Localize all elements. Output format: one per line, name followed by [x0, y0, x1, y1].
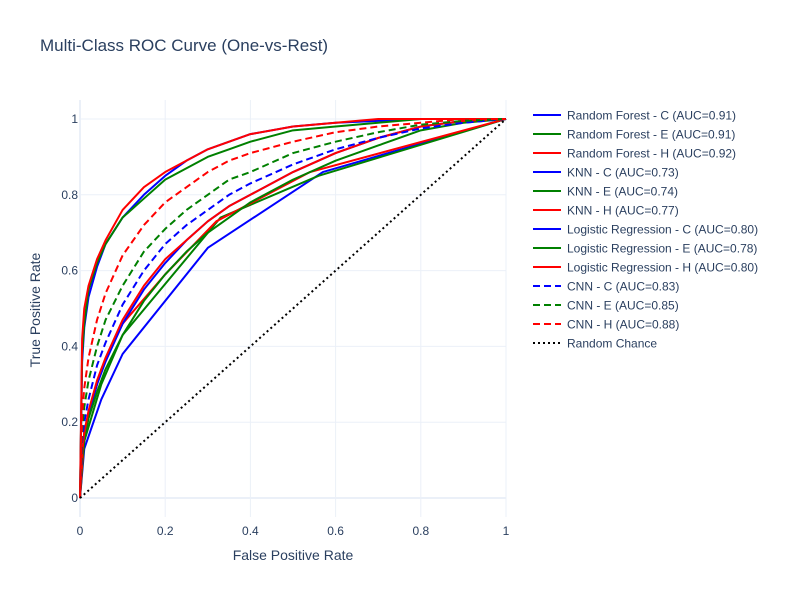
legend-item[interactable]: KNN - E (AUC=0.74)	[533, 185, 678, 199]
legend-label: CNN - C (AUC=0.83)	[567, 280, 679, 294]
x-tick-label: 1	[503, 524, 510, 538]
x-tick-label: 0.8	[412, 524, 429, 538]
legend-label: Random Forest - H (AUC=0.92)	[567, 147, 736, 161]
legend-label: CNN - H (AUC=0.88)	[567, 318, 679, 332]
legend-label: KNN - C (AUC=0.73)	[567, 166, 679, 180]
legend-label: Logistic Regression - C (AUC=0.80)	[567, 223, 758, 237]
x-tick-label: 0.6	[327, 524, 344, 538]
y-tick-label: 0.4	[61, 339, 78, 353]
legend-label: KNN - H (AUC=0.77)	[567, 204, 679, 218]
axes: 0 0.2 0.4 0.6 0.8 1 0 0.2 0.4 0.6 0.8 1	[61, 112, 509, 538]
x-tick-label: 0.4	[242, 524, 259, 538]
series-line	[79, 118, 507, 499]
y-tick-label: 0.2	[61, 415, 78, 429]
legend-item[interactable]: Random Forest - E (AUC=0.91)	[533, 128, 735, 142]
chart-title: Multi-Class ROC Curve (One-vs-Rest)	[40, 36, 328, 55]
legend-item[interactable]: CNN - H (AUC=0.88)	[533, 318, 679, 332]
series-line	[79, 117, 507, 499]
legend-label: CNN - E (AUC=0.85)	[567, 299, 679, 313]
y-tick-label: 0	[71, 491, 78, 505]
x-tick-label: 0.2	[157, 524, 174, 538]
legend[interactable]: Random Forest - C (AUC=0.91) Random Fores…	[533, 109, 758, 351]
y-axis-label: True Positive Rate	[27, 252, 43, 367]
y-tick-label: 1	[71, 112, 78, 126]
legend-item[interactable]: Random Chance	[533, 337, 657, 351]
legend-item[interactable]: Random Forest - C (AUC=0.91)	[533, 109, 736, 123]
legend-label: Random Chance	[567, 337, 657, 351]
legend-item[interactable]: Logistic Regression - C (AUC=0.80)	[533, 223, 758, 237]
series-lines	[79, 117, 507, 499]
y-tick-label: 0.8	[61, 188, 78, 202]
y-tick-label: 0.6	[61, 264, 78, 278]
legend-item[interactable]: KNN - C (AUC=0.73)	[533, 166, 679, 180]
legend-item[interactable]: KNN - H (AUC=0.77)	[533, 204, 679, 218]
legend-label: Logistic Regression - H (AUC=0.80)	[567, 261, 758, 275]
legend-label: Random Forest - E (AUC=0.91)	[567, 128, 735, 142]
legend-item[interactable]: CNN - E (AUC=0.85)	[533, 299, 679, 313]
legend-item[interactable]: Logistic Regression - E (AUC=0.78)	[533, 242, 757, 256]
series-line	[79, 117, 506, 499]
series-line	[79, 117, 507, 499]
legend-item[interactable]: Random Forest - H (AUC=0.92)	[533, 147, 736, 161]
series-line	[79, 117, 506, 499]
series-line	[79, 117, 507, 499]
x-axis-label: False Positive Rate	[233, 547, 354, 563]
legend-item[interactable]: CNN - C (AUC=0.83)	[533, 280, 679, 294]
legend-label: KNN - E (AUC=0.74)	[567, 185, 678, 199]
x-tick-label: 0	[77, 524, 84, 538]
series-line	[79, 117, 507, 499]
legend-item[interactable]: Logistic Regression - H (AUC=0.80)	[533, 261, 758, 275]
legend-label: Logistic Regression - E (AUC=0.78)	[567, 242, 757, 256]
legend-label: Random Forest - C (AUC=0.91)	[567, 109, 736, 123]
